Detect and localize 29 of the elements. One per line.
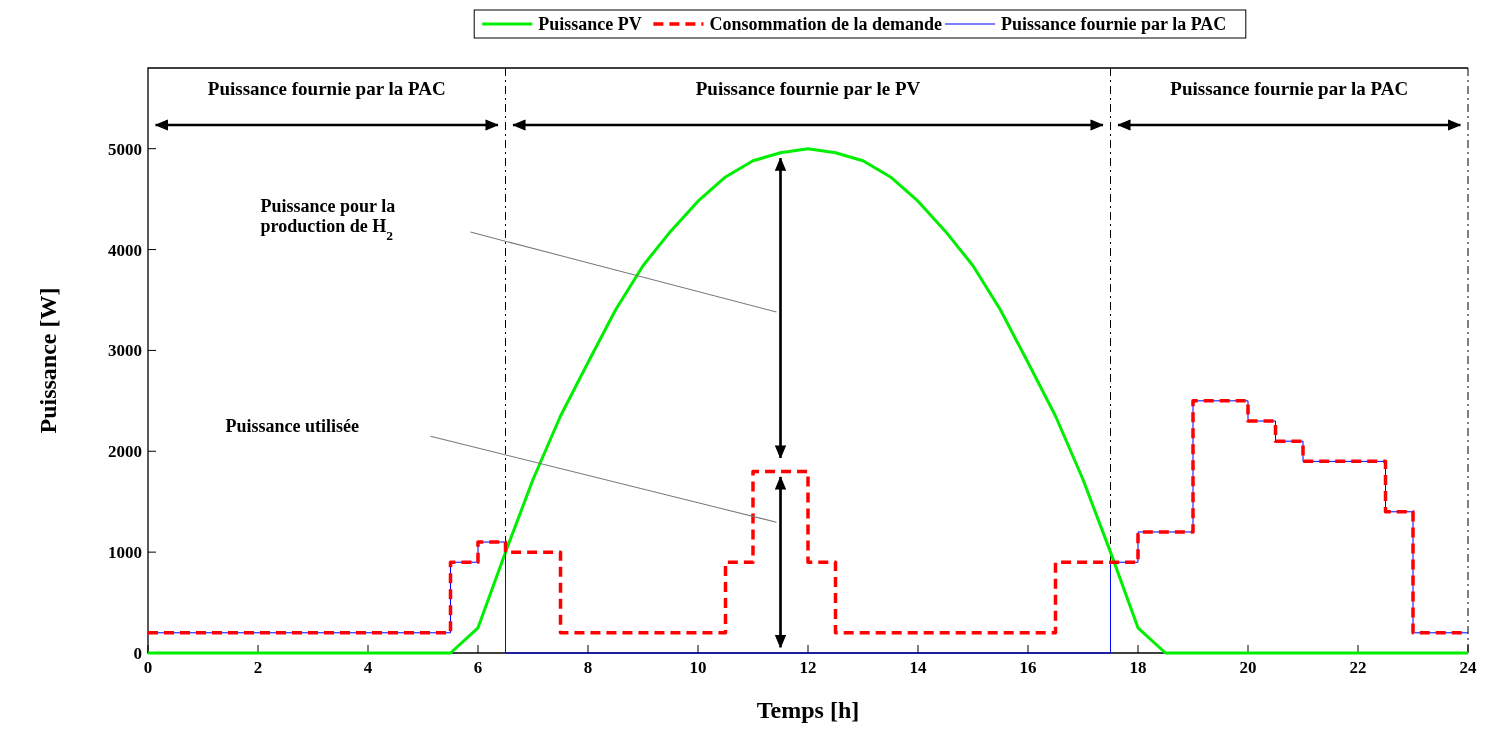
x-tick-label: 16: [1019, 658, 1037, 677]
x-tick-label: 10: [689, 658, 707, 677]
x-tick-label: 6: [473, 658, 483, 677]
x-tick-label: 4: [363, 658, 373, 677]
x-axis-title: Temps [h]: [756, 697, 860, 723]
annotation: Puissance pour la production de H$_{2}$: [260, 196, 396, 243]
y-tick-label: 0: [133, 644, 142, 663]
y-tick-label: 1000: [108, 543, 142, 563]
x-tick-label: 20: [1239, 658, 1257, 677]
annotation: Puissance utilisée: [225, 416, 360, 437]
annotation: Puissance fournie par le PV: [695, 78, 921, 99]
y-tick-label: 4000: [108, 240, 142, 260]
y-axis-title: Puissance [W]: [35, 287, 61, 434]
annotation: Puissance fournie par la PAC: [1170, 78, 1409, 99]
x-tick-label: 8: [583, 658, 593, 677]
y-tick-label: 3000: [108, 341, 142, 361]
legend-label: Consommation de la demande: [709, 14, 942, 34]
x-tick-label: 14: [909, 658, 927, 677]
x-tick-label: 2: [253, 658, 263, 677]
legend-label: Puissance PV: [538, 14, 642, 34]
x-tick-label: 18: [1129, 658, 1147, 677]
x-tick-label: 12: [799, 658, 817, 677]
annotation: Puissance fournie par la PAC: [207, 78, 446, 99]
y-tick-label: 2000: [108, 442, 142, 462]
x-tick-label: 24: [1459, 658, 1477, 677]
legend-label: Puissance fournie par la PAC: [1001, 14, 1227, 34]
x-tick-label: 22: [1349, 658, 1367, 677]
line-series: [146, 147, 1470, 655]
y-tick-label: 5000: [108, 139, 142, 159]
